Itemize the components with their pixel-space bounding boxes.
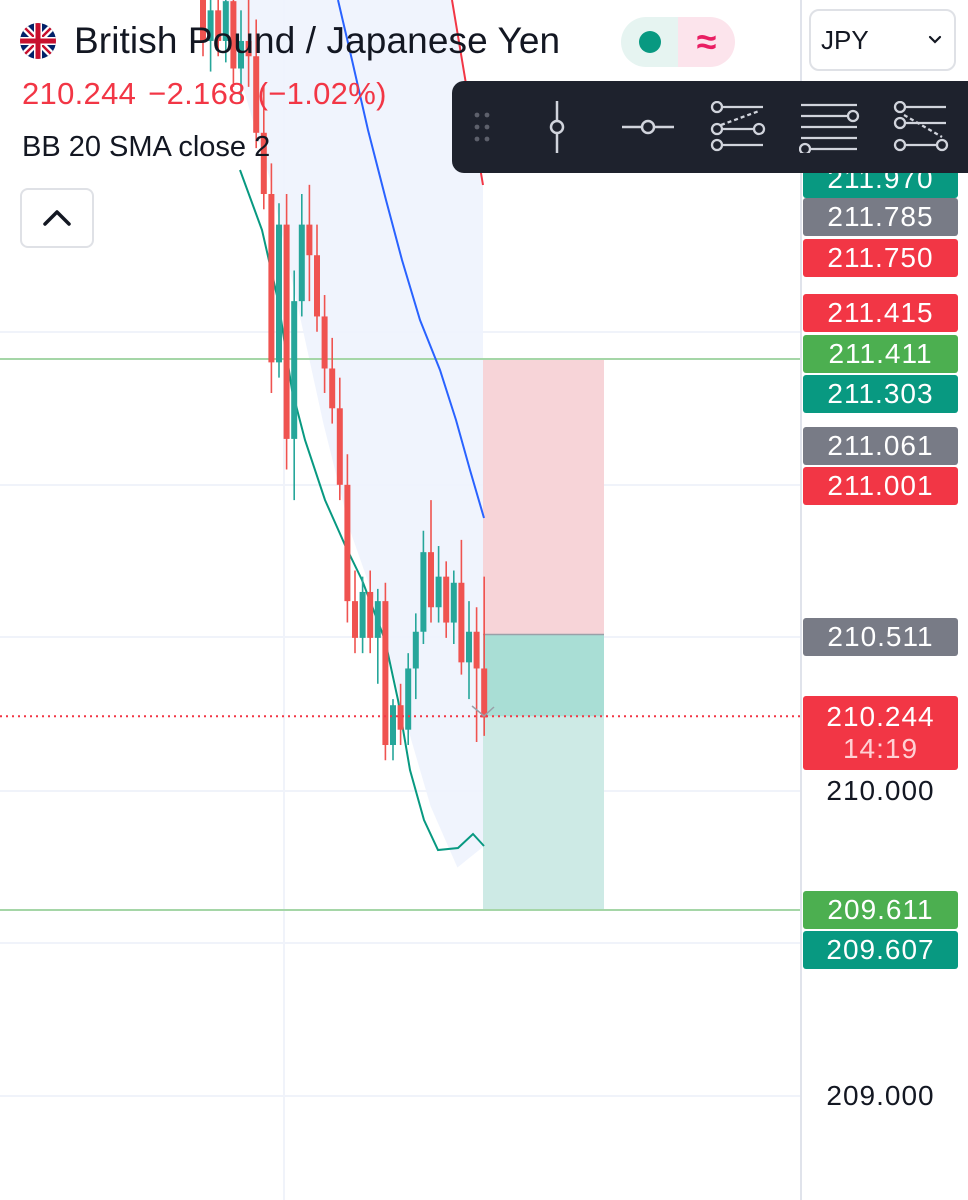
candle-body: [435, 576, 442, 608]
candle-body: [466, 631, 472, 663]
axis-tick: 210.000: [826, 775, 935, 806]
candle-body: [283, 224, 290, 439]
candle-body: [314, 255, 320, 317]
parallel-lines-icon[interactable]: [799, 81, 861, 173]
candle-body: [291, 301, 298, 439]
candle-body: [382, 601, 389, 746]
candle-body: [473, 631, 480, 669]
price-change: −2.168: [148, 76, 246, 111]
drawing-toolbar[interactable]: [452, 81, 968, 173]
price-change-percent: (−1.02%): [257, 76, 387, 111]
candle-body: [374, 601, 381, 638]
short-position-tool[interactable]: [483, 359, 604, 910]
candle-body: [207, 10, 214, 41]
candle-body: [260, 132, 267, 195]
candle-body: [450, 582, 457, 623]
chevron-up-icon: [43, 210, 71, 226]
candle-body: [215, 10, 222, 41]
candle-body: [344, 484, 351, 602]
candle-body: [276, 224, 282, 363]
fib-lines-icon[interactable]: [890, 81, 952, 173]
candle-body: [359, 591, 366, 638]
symbol-title[interactable]: British Pound / Japanese Yen: [74, 20, 561, 61]
price-label: 211.061: [803, 427, 958, 465]
vertical-line-icon[interactable]: [527, 81, 587, 173]
candle-body: [397, 705, 404, 730]
open-pnl-zone: [483, 634, 604, 717]
price-label: 209.611: [803, 891, 958, 929]
candle-body: [367, 591, 374, 638]
price-label: 210.511: [803, 618, 958, 656]
candle-body: [321, 316, 328, 369]
candle-body: [329, 368, 336, 409]
candle-body: [336, 408, 343, 485]
candle-body: [443, 576, 450, 623]
current-price-value: 210.244: [826, 701, 935, 732]
candle-body: [352, 601, 358, 638]
indicator-legend[interactable]: BB 20 SMA close 2: [22, 131, 271, 163]
candle-body: [390, 705, 396, 746]
candle-body: [200, 0, 206, 41]
current-price-line: [0, 705, 801, 718]
price-label: 211.303: [803, 375, 958, 413]
candle-body: [428, 552, 434, 608]
candle-body: [412, 631, 419, 669]
candle-body: [238, 40, 244, 69]
price-change-row: 210.244 −2.168 (−1.02%): [22, 76, 399, 112]
currency-select-value: JPY: [821, 24, 869, 55]
current-price-label: 210.244 14:19: [803, 696, 958, 770]
bar-countdown: 14:19: [842, 733, 919, 764]
price-label: 211.785: [803, 198, 958, 236]
candle-body: [458, 582, 465, 663]
stop-loss-zone: [483, 359, 604, 635]
candle-body: [268, 194, 275, 363]
currency-select[interactable]: JPY: [809, 9, 956, 71]
axis-tick: 209.000: [826, 1080, 935, 1111]
price-label: 211.411: [803, 335, 958, 373]
market-status-pill[interactable]: ≈: [621, 17, 735, 67]
market-open-dot-icon: [638, 31, 661, 53]
symbol-header[interactable]: British Pound / Japanese Yen: [20, 14, 560, 68]
trend-channel-icon[interactable]: [707, 81, 769, 173]
price-label: 211.415: [803, 294, 958, 332]
horizontal-line-icon[interactable]: [617, 81, 679, 173]
price-label: 211.750: [803, 239, 958, 277]
last-price: 210.244: [22, 76, 137, 111]
chevron-down-icon: [928, 35, 942, 44]
horizontal-lines[interactable]: [0, 358, 801, 911]
candlestick-series: [200, 0, 488, 761]
cursor-mark: [471, 705, 495, 717]
candle-body: [405, 668, 412, 730]
candle-body: [481, 668, 488, 718]
price-label: 211.001: [803, 467, 958, 505]
candle-body: [245, 40, 252, 57]
candle-body: [306, 224, 313, 256]
candle-body: [253, 56, 260, 133]
candle-body: [230, 1, 237, 69]
uk-jp-flag-icon: [20, 23, 56, 59]
wave-icon: ≈: [696, 21, 717, 62]
bollinger-basis-line: [337, 0, 485, 519]
candle-body: [298, 224, 305, 302]
drag-handle-icon[interactable]: [452, 81, 512, 173]
collapse-legend-button[interactable]: [20, 188, 94, 248]
candle-body: [420, 552, 427, 632]
candle-body: [222, 1, 229, 41]
price-label: 209.607: [803, 931, 958, 969]
